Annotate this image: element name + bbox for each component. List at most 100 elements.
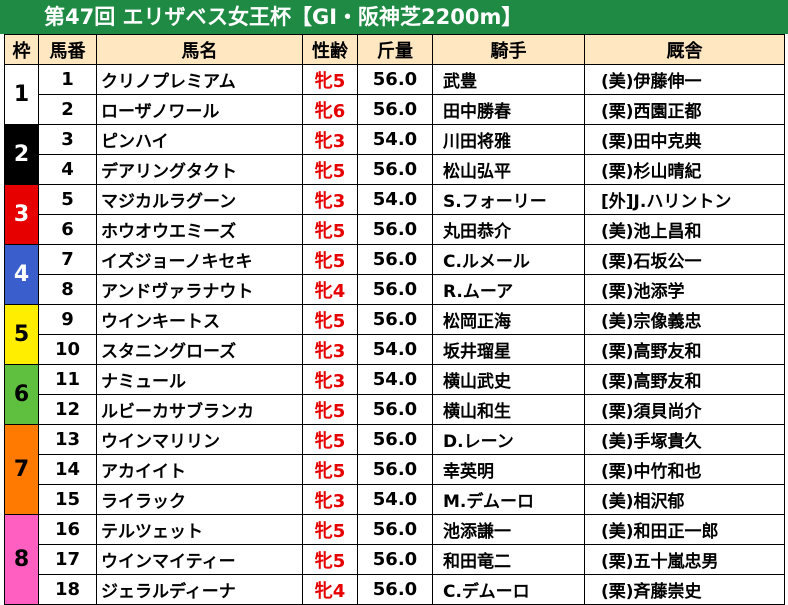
jockey-cell: D.レーン	[432, 424, 585, 455]
title-banner: 第47回 エリザベス女王杯【GI・阪神芝2200m】	[0, 0, 788, 34]
jockey-cell: R.ムーア	[432, 274, 585, 305]
table-row: 5 9 ウインキートス 牝5 56.0 松岡正海 (美)宗像義忠	[4, 304, 785, 365]
table-row: 8 アンドヴァラナウト 牝4 56.0 R.ムーア (栗)池添学	[5, 274, 785, 305]
jockey-cell: 横山和生	[432, 394, 585, 425]
frame-cell: 7	[4, 424, 39, 515]
frame-cell: 1	[4, 64, 39, 125]
horse-name-cell: アンドヴァラナウト	[96, 274, 303, 305]
sex-age-cell: 牝5	[302, 394, 358, 425]
header-trainer: 厩舎	[584, 34, 785, 65]
table-row: 8 16 テルツェット 牝5 56.0 池添謙一 (美)和田正一郎	[4, 514, 785, 605]
sex-age-cell: 牝3	[302, 124, 358, 155]
header-number: 馬番	[38, 34, 97, 65]
jockey-cell: 和田竜二	[432, 544, 585, 575]
header-frame: 枠	[4, 34, 39, 65]
header-weight: 斤量	[357, 34, 433, 65]
horse-name-cell: テルツェット	[96, 514, 303, 545]
horse-name-cell: ナミュール	[96, 364, 303, 395]
header-horse-name: 馬名	[96, 34, 303, 65]
weight-cell: 56.0	[357, 214, 433, 245]
entry-table: 枠 馬番 馬名 性齢 斤量 騎手 厩舎 1 1 クリノプレミアム 牝5 56.0 武豊 (美…	[4, 34, 785, 605]
horse-name-cell: アカイイト	[96, 454, 303, 485]
trainer-cell: (栗)石坂公一	[584, 244, 785, 275]
horse-name-cell: ローザノワール	[96, 94, 303, 125]
horse-name-cell: ホウオウエミーズ	[96, 214, 303, 245]
weight-cell: 56.0	[357, 304, 433, 335]
sex-age-cell: 牝5	[302, 544, 358, 575]
trainer-cell: (美)伊藤伸一	[584, 64, 785, 95]
weight-cell: 56.0	[357, 274, 433, 305]
trainer-cell: (美)手塚貴久	[584, 424, 785, 455]
sex-age-cell: 牝5	[302, 64, 358, 95]
frame-cell: 2	[4, 124, 39, 185]
sex-age-cell: 牝5	[302, 424, 358, 455]
weight-cell: 54.0	[357, 334, 433, 365]
frame-cell: 6	[4, 364, 39, 425]
header-jockey: 騎手	[432, 34, 585, 65]
weight-cell: 56.0	[357, 454, 433, 485]
sex-age-cell: 牝3	[302, 334, 358, 365]
weight-cell: 54.0	[357, 184, 433, 215]
trainer-cell: (美)和田正一郎	[584, 514, 785, 545]
horse-name-cell: ピンハイ	[96, 124, 303, 155]
table-row: 2 ローザノワール 牝6 56.0 田中勝春 (栗)西園正都	[5, 94, 785, 125]
horse-name-cell: ウインマリリン	[96, 424, 303, 455]
horse-number-cell: 10	[38, 334, 97, 365]
trainer-cell: (栗)中竹和也	[584, 454, 785, 485]
header-row: 枠 馬番 馬名 性齢 斤量 騎手 厩舎	[4, 34, 785, 65]
weight-cell: 56.0	[357, 544, 433, 575]
weight-cell: 56.0	[357, 94, 433, 125]
horse-number-cell: 4	[38, 154, 97, 185]
weight-cell: 56.0	[357, 574, 433, 605]
trainer-cell: (栗)高野友和	[584, 334, 785, 365]
horse-number-cell: 15	[38, 484, 97, 515]
jockey-cell: 川田将雅	[432, 124, 585, 155]
jockey-cell: C.デムーロ	[432, 574, 585, 605]
trainer-cell: (栗)五十嵐忠男	[584, 544, 785, 575]
weight-cell: 56.0	[357, 244, 433, 275]
horse-number-cell: 3	[38, 124, 97, 155]
frame-cell: 4	[4, 244, 39, 305]
trainer-cell: [外]J.ハリントン	[584, 184, 785, 215]
table-row: 4 デアリングタクト 牝5 56.0 松山弘平 (栗)杉山晴紀	[5, 154, 785, 185]
table-row: 18 ジェラルディーナ 牝4 56.0 C.デムーロ (栗)斉藤崇史	[5, 574, 785, 605]
horse-number-cell: 14	[38, 454, 97, 485]
sex-age-cell: 牝5	[302, 214, 358, 245]
trainer-cell: (栗)田中克典	[584, 124, 785, 155]
jockey-cell: 松山弘平	[432, 154, 585, 185]
weight-cell: 54.0	[357, 124, 433, 155]
weight-cell: 54.0	[357, 364, 433, 395]
table-row: 15 ライラック 牝3 54.0 M.デムーロ (美)相沢郁	[5, 484, 785, 515]
horse-name-cell: ジェラルディーナ	[96, 574, 303, 605]
sex-age-cell: 牝5	[302, 154, 358, 185]
horse-name-cell: スタニングローズ	[96, 334, 303, 365]
sex-age-cell: 牝4	[302, 574, 358, 605]
horse-number-cell: 13	[38, 424, 97, 455]
horse-number-cell: 1	[38, 64, 97, 95]
trainer-cell: (栗)須貝尚介	[584, 394, 785, 425]
trainer-cell: (栗)高野友和	[584, 364, 785, 395]
horse-name-cell: イズジョーノキセキ	[96, 244, 303, 275]
table-row: 14 アカイイト 牝5 56.0 幸英明 (栗)中竹和也	[5, 454, 785, 485]
sex-age-cell: 牝5	[302, 304, 358, 335]
weight-cell: 54.0	[357, 484, 433, 515]
horse-name-cell: クリノプレミアム	[96, 64, 303, 95]
table-row: 6 ホウオウエミーズ 牝5 56.0 丸田恭介 (美)池上昌和	[5, 214, 785, 245]
jockey-cell: C.ルメール	[432, 244, 585, 275]
horse-number-cell: 9	[38, 304, 97, 335]
horse-number-cell: 12	[38, 394, 97, 425]
frame-cell: 3	[4, 184, 39, 245]
jockey-cell: S.フォーリー	[432, 184, 585, 215]
trainer-cell: (栗)杉山晴紀	[584, 154, 785, 185]
horse-number-cell: 18	[38, 574, 97, 605]
race-title: 第47回 エリザベス女王杯【GI・阪神芝2200m】	[44, 5, 523, 29]
horse-number-cell: 11	[38, 364, 97, 395]
jockey-cell: 坂井瑠星	[432, 334, 585, 365]
table-row: 6 11 ナミュール 牝3 54.0 横山武史 (栗)高野友和	[4, 364, 785, 425]
horse-number-cell: 17	[38, 544, 97, 575]
table-row: 3 5 マジカルラグーン 牝3 54.0 S.フォーリー [外]J.ハリントン	[4, 184, 785, 245]
sex-age-cell: 牝4	[302, 274, 358, 305]
weight-cell: 56.0	[357, 64, 433, 95]
sex-age-cell: 牝5	[302, 244, 358, 275]
horse-number-cell: 2	[38, 94, 97, 125]
